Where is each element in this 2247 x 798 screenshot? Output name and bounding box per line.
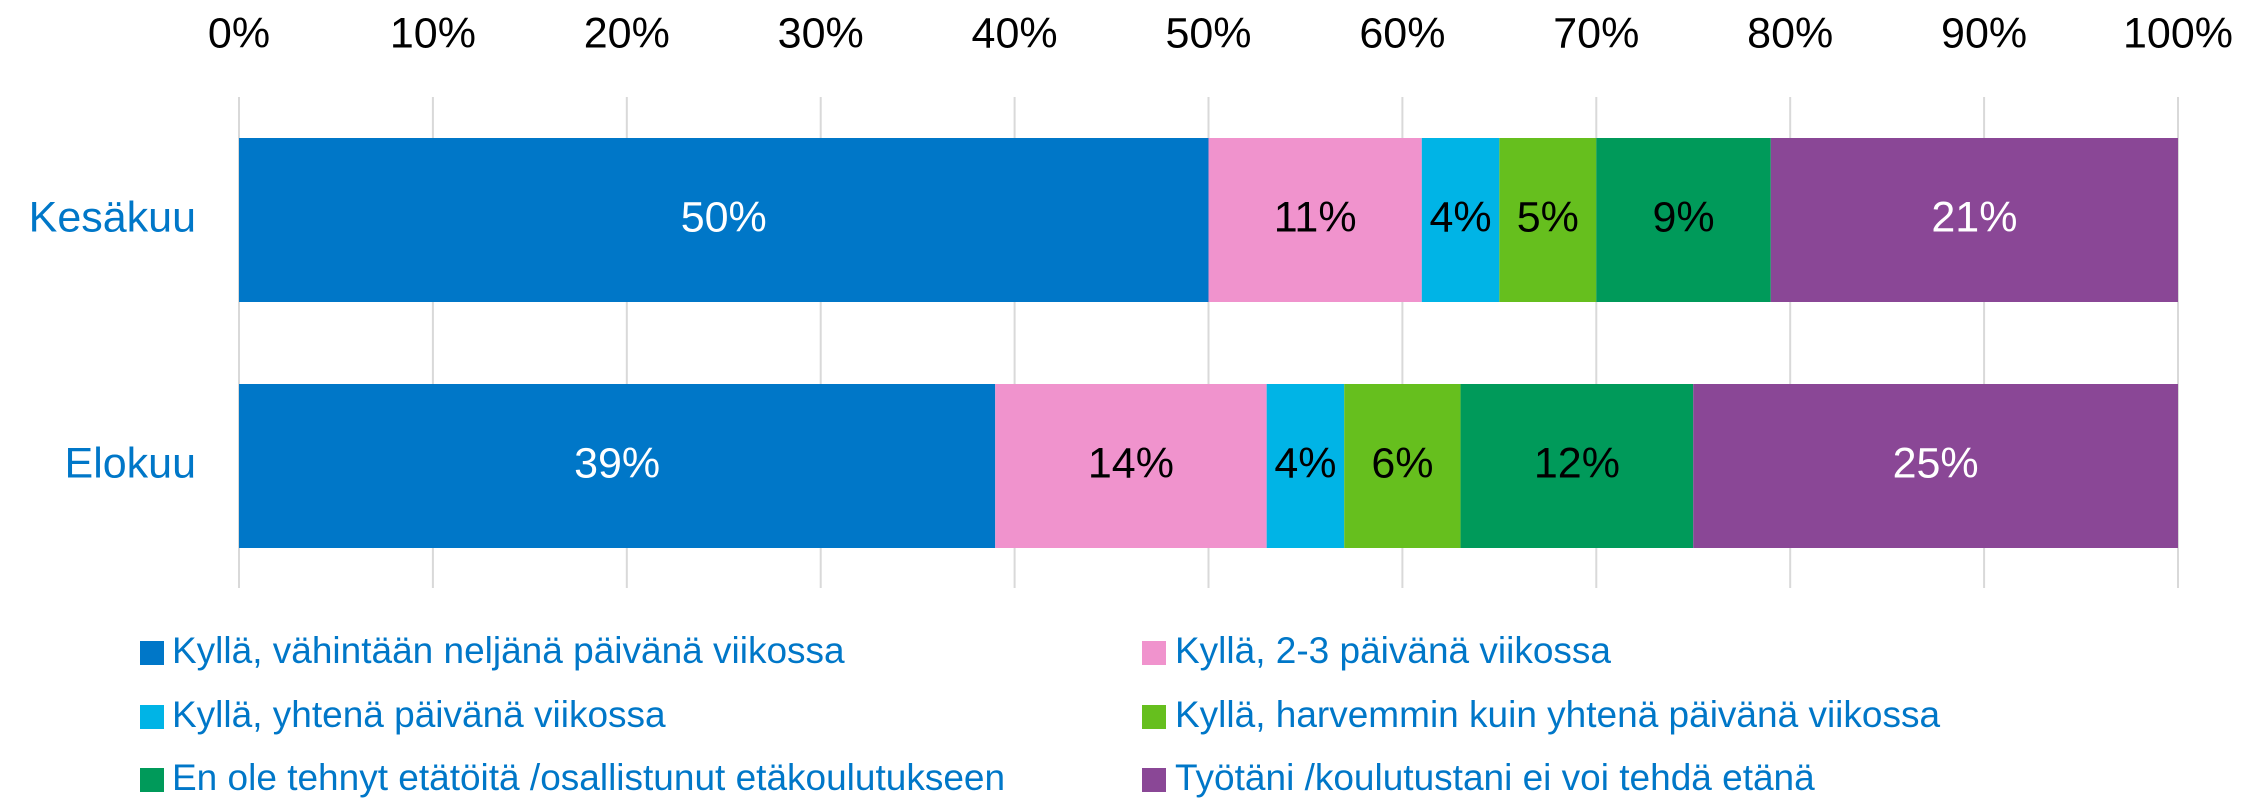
data-label: 12% bbox=[1534, 439, 1620, 487]
bar-segment bbox=[239, 138, 1209, 302]
x-tick-label: 30% bbox=[778, 9, 864, 57]
legend-swatch bbox=[140, 705, 164, 729]
legend-label: Työtäni /koulutustani ei voi tehdä etänä bbox=[1175, 757, 1815, 798]
legend-label: Kyllä, yhtenä päivänä viikossa bbox=[172, 694, 666, 735]
legend-label: En ole tehnyt etätöitä /osallistunut etä… bbox=[172, 757, 1005, 798]
bar-segment bbox=[1344, 384, 1461, 548]
legend-swatch bbox=[1142, 705, 1166, 729]
bar-segment bbox=[1693, 384, 2178, 548]
data-label: 21% bbox=[1931, 193, 2017, 241]
legend-swatch bbox=[140, 641, 164, 665]
legend-swatch bbox=[140, 768, 164, 792]
data-label: 4% bbox=[1429, 193, 1491, 241]
data-label: 50% bbox=[681, 193, 767, 241]
legend-swatch bbox=[1142, 768, 1166, 792]
x-tick-label: 50% bbox=[1165, 9, 1251, 57]
data-label: 6% bbox=[1371, 439, 1433, 487]
bar-segment bbox=[995, 384, 1267, 548]
data-label: 25% bbox=[1893, 439, 1979, 487]
category-label: Elokuu bbox=[65, 439, 196, 487]
data-label: 11% bbox=[1274, 193, 1357, 241]
legend-swatch bbox=[1142, 641, 1166, 665]
x-tick-label: 10% bbox=[390, 9, 476, 57]
bar-segment bbox=[1770, 138, 2178, 302]
category-label: Kesäkuu bbox=[29, 193, 196, 241]
bar-segment bbox=[239, 384, 996, 548]
x-tick-label: 80% bbox=[1747, 9, 1833, 57]
bar-segment bbox=[1499, 138, 1597, 302]
bar-segment bbox=[1208, 138, 1422, 302]
x-tick-label: 40% bbox=[972, 9, 1058, 57]
legend-label: Kyllä, 2-3 päivänä viikossa bbox=[1175, 630, 1611, 671]
bar-segment bbox=[1460, 384, 1694, 548]
x-tick-label: 20% bbox=[584, 9, 670, 57]
legend-label: Kyllä, vähintään neljänä päivänä viikoss… bbox=[172, 630, 845, 671]
data-label: 4% bbox=[1274, 439, 1336, 487]
bar-segment bbox=[1596, 138, 1771, 302]
x-tick-label: 70% bbox=[1553, 9, 1639, 57]
bar-segment bbox=[1266, 384, 1345, 548]
bar-segment bbox=[1421, 138, 1500, 302]
x-tick-label: 100% bbox=[2123, 9, 2233, 57]
legend-label: Kyllä, harvemmin kuin yhtenä päivänä vii… bbox=[1175, 694, 1940, 735]
x-tick-label: 0% bbox=[208, 9, 270, 57]
data-label: 39% bbox=[574, 439, 660, 487]
x-tick-label: 60% bbox=[1359, 9, 1445, 57]
data-label: 5% bbox=[1517, 193, 1579, 241]
x-tick-label: 90% bbox=[1941, 9, 2027, 57]
data-label: 9% bbox=[1652, 193, 1714, 241]
data-label: 14% bbox=[1088, 439, 1174, 487]
